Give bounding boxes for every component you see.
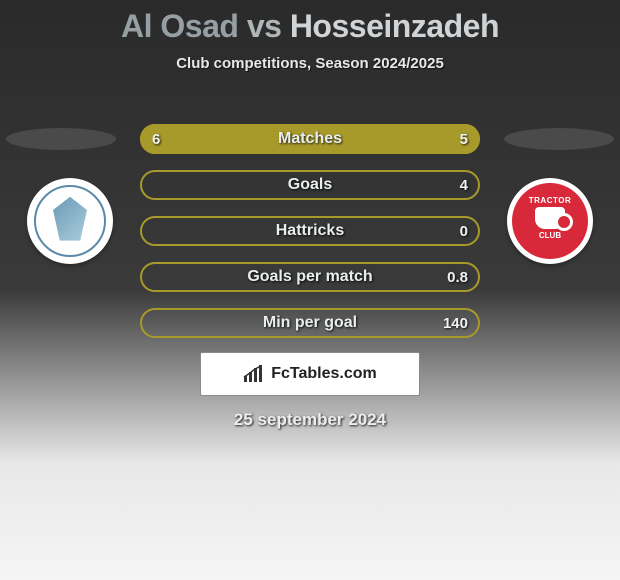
stat-bar-row: Min per goal140 (140, 308, 480, 338)
stat-bar-row: Hattricks0 (140, 216, 480, 246)
shadow-ellipse-left (6, 128, 116, 150)
stat-bar-row: 6Matches5 (140, 124, 480, 154)
stat-label: Goals (140, 170, 480, 200)
bar-chart-icon (243, 365, 265, 383)
club-crest-right: TRACTOR CLUB (507, 178, 593, 264)
stat-bar-row: Goals per match0.8 (140, 262, 480, 292)
subtitle: Club competitions, Season 2024/2025 (0, 55, 620, 72)
stat-label: Min per goal (140, 308, 480, 338)
shadow-ellipse-right (504, 128, 614, 150)
source-logo-box: FcTables.com (200, 352, 420, 396)
crest-right-bottom-text: CLUB (539, 231, 561, 240)
date-text: 25 september 2024 (0, 410, 620, 430)
stat-value-right: 5 (460, 124, 468, 154)
stat-label: Goals per match (140, 262, 480, 292)
infographic-root: Al Osad vs Hosseinzadeh Club competition… (0, 0, 620, 580)
crest-left-graphic (34, 185, 106, 257)
source-logo-text: FcTables.com (271, 365, 377, 383)
stat-value-right: 0 (460, 216, 468, 246)
club-crest-left (27, 178, 113, 264)
player1-name: Al Osad (121, 8, 238, 44)
page-title: Al Osad vs Hosseinzadeh (0, 0, 620, 45)
vs-text: vs (247, 8, 282, 44)
stat-value-right: 140 (443, 308, 468, 338)
crest-right-top-text: TRACTOR (529, 196, 571, 205)
player2-name: Hosseinzadeh (290, 8, 499, 44)
stat-label: Matches (140, 124, 480, 154)
tractor-icon (535, 207, 565, 229)
stat-label: Hattricks (140, 216, 480, 246)
stat-bars: 6Matches5 Goals4 Hattricks0 Goals per match… (140, 124, 480, 354)
crest-right-graphic: TRACTOR CLUB (512, 183, 588, 259)
stat-bar-row: Goals4 (140, 170, 480, 200)
stat-value-right: 4 (460, 170, 468, 200)
stat-value-right: 0.8 (447, 262, 468, 292)
